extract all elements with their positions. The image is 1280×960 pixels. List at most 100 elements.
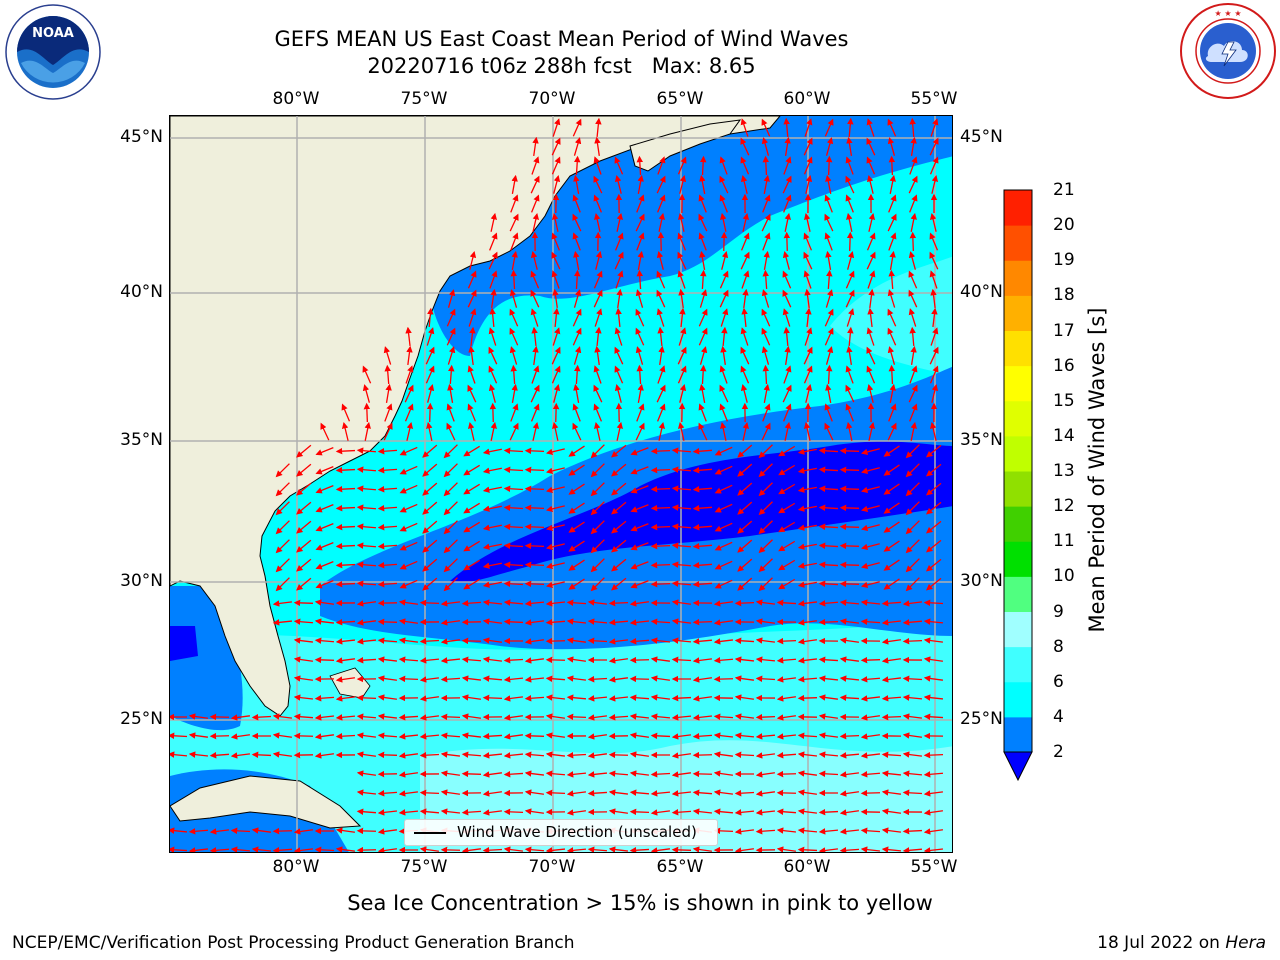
wind-wave-arrow bbox=[422, 539, 438, 553]
wind-wave-arrow bbox=[590, 463, 605, 478]
wind-wave-arrow bbox=[758, 558, 773, 573]
wind-wave-arrow bbox=[671, 618, 692, 625]
wind-wave-arrow bbox=[692, 505, 713, 512]
wind-wave-arrow bbox=[590, 482, 605, 497]
wind-wave-arrow bbox=[818, 694, 839, 701]
wind-wave-arrow bbox=[362, 365, 372, 384]
wind-wave-arrow bbox=[881, 695, 902, 702]
wind-wave-arrow bbox=[510, 403, 519, 422]
wind-wave-arrow bbox=[905, 558, 920, 573]
wind-wave-arrow bbox=[467, 403, 477, 422]
wind-wave-arrow bbox=[230, 846, 251, 852]
wind-wave-arrow bbox=[839, 809, 860, 816]
wind-wave-arrow bbox=[503, 561, 524, 569]
wind-wave-arrow bbox=[503, 770, 524, 778]
wind-wave-arrow bbox=[782, 289, 792, 308]
wind-wave-arrow bbox=[510, 364, 517, 385]
wind-wave-arrow bbox=[762, 232, 771, 251]
wind-wave-arrow bbox=[698, 422, 708, 441]
wind-wave-arrow bbox=[320, 422, 330, 441]
wind-wave-arrow bbox=[650, 447, 671, 455]
wind-wave-arrow bbox=[272, 847, 293, 852]
wind-wave-arrow bbox=[422, 482, 438, 496]
wind-wave-arrow bbox=[881, 789, 902, 796]
wind-wave-arrow bbox=[824, 194, 833, 213]
wind-wave-arrow bbox=[671, 580, 692, 587]
colorbar-segment bbox=[1004, 506, 1032, 542]
wind-wave-arrow bbox=[923, 713, 944, 721]
wind-wave-arrow bbox=[860, 771, 881, 778]
wind-wave-arrow bbox=[568, 559, 585, 571]
wind-wave-arrow bbox=[713, 827, 734, 835]
wind-wave-arrow bbox=[888, 194, 897, 213]
wind-wave-arrow bbox=[902, 770, 923, 777]
wind-wave-arrow bbox=[422, 463, 438, 477]
wind-wave-arrow bbox=[524, 600, 545, 607]
wind-wave-arrow bbox=[803, 137, 813, 156]
wind-wave-arrow bbox=[881, 619, 902, 626]
colorbar-tick-label: 21 bbox=[1053, 180, 1075, 200]
wind-wave-arrow bbox=[611, 520, 627, 534]
wind-wave-arrow bbox=[824, 232, 833, 251]
wind-wave-arrow bbox=[839, 656, 860, 663]
wind-wave-arrow bbox=[803, 365, 813, 384]
wind-wave-arrow bbox=[488, 327, 497, 346]
wind-wave-arrow bbox=[734, 732, 755, 739]
wind-wave-arrow bbox=[573, 174, 580, 194]
wind-wave-arrow bbox=[713, 808, 734, 815]
wind-wave-arrow bbox=[467, 365, 476, 384]
wind-wave-arrow bbox=[419, 789, 440, 797]
wind-wave-arrow bbox=[650, 694, 671, 701]
wind-wave-arrow bbox=[692, 657, 713, 664]
wind-wave-arrow bbox=[845, 175, 855, 194]
wind-wave-arrow bbox=[595, 326, 602, 347]
wind-wave-arrow bbox=[574, 364, 581, 385]
wind-wave-arrow bbox=[356, 732, 377, 739]
wind-wave-arrow bbox=[925, 577, 942, 591]
wind-wave-arrow bbox=[616, 421, 623, 441]
wind-wave-arrow bbox=[847, 326, 854, 347]
wind-wave-arrow bbox=[356, 580, 377, 587]
wind-wave-arrow bbox=[551, 346, 561, 365]
wind-wave-arrow bbox=[740, 384, 748, 403]
wind-wave-arrow bbox=[503, 447, 524, 455]
wind-wave-arrow bbox=[482, 771, 503, 778]
wind-wave-arrow bbox=[463, 464, 480, 476]
wind-wave-arrow bbox=[923, 847, 944, 852]
footer-machine: Hera bbox=[1225, 933, 1266, 953]
wind-wave-arrow bbox=[566, 599, 587, 606]
wind-wave-arrow bbox=[188, 751, 209, 758]
wind-wave-arrow bbox=[188, 732, 209, 739]
wind-wave-arrow bbox=[881, 600, 902, 607]
wind-wave-arrow bbox=[881, 638, 902, 645]
wind-wave-arrow bbox=[908, 384, 918, 403]
wind-wave-arrow bbox=[923, 694, 944, 701]
wind-wave-arrow bbox=[341, 421, 349, 441]
wind-wave-arrow bbox=[881, 751, 902, 758]
wind-wave-arrow bbox=[503, 676, 524, 683]
wind-wave-arrow bbox=[866, 384, 874, 403]
wind-wave-arrow bbox=[440, 657, 461, 664]
wind-wave-arrow bbox=[650, 504, 671, 512]
wind-wave-arrow bbox=[692, 676, 713, 683]
wind-wave-arrow bbox=[608, 599, 629, 607]
wind-wave-arrow bbox=[677, 365, 687, 384]
wind-wave-arrow bbox=[440, 600, 461, 607]
land-nova-scotia bbox=[629, 119, 742, 172]
wind-wave-arrow bbox=[524, 657, 545, 664]
wind-wave-arrow bbox=[910, 421, 917, 441]
wind-wave-arrow bbox=[482, 846, 503, 852]
wind-wave-arrow bbox=[572, 308, 582, 327]
wind-wave-arrow bbox=[797, 808, 818, 815]
wind-wave-arrow bbox=[923, 790, 944, 797]
wind-wave-arrow bbox=[866, 156, 876, 175]
colorbar-tick-label: 9 bbox=[1053, 601, 1064, 622]
wind-wave-arrow bbox=[931, 383, 939, 403]
wind-wave-arrow bbox=[671, 752, 692, 759]
wind-wave-arrow bbox=[908, 270, 918, 289]
wind-wave-arrow bbox=[404, 403, 414, 422]
wind-wave-arrow bbox=[545, 486, 565, 494]
wind-wave-arrow bbox=[734, 599, 755, 607]
wind-wave-arrow bbox=[860, 618, 881, 625]
wind-wave-arrow bbox=[587, 637, 608, 645]
